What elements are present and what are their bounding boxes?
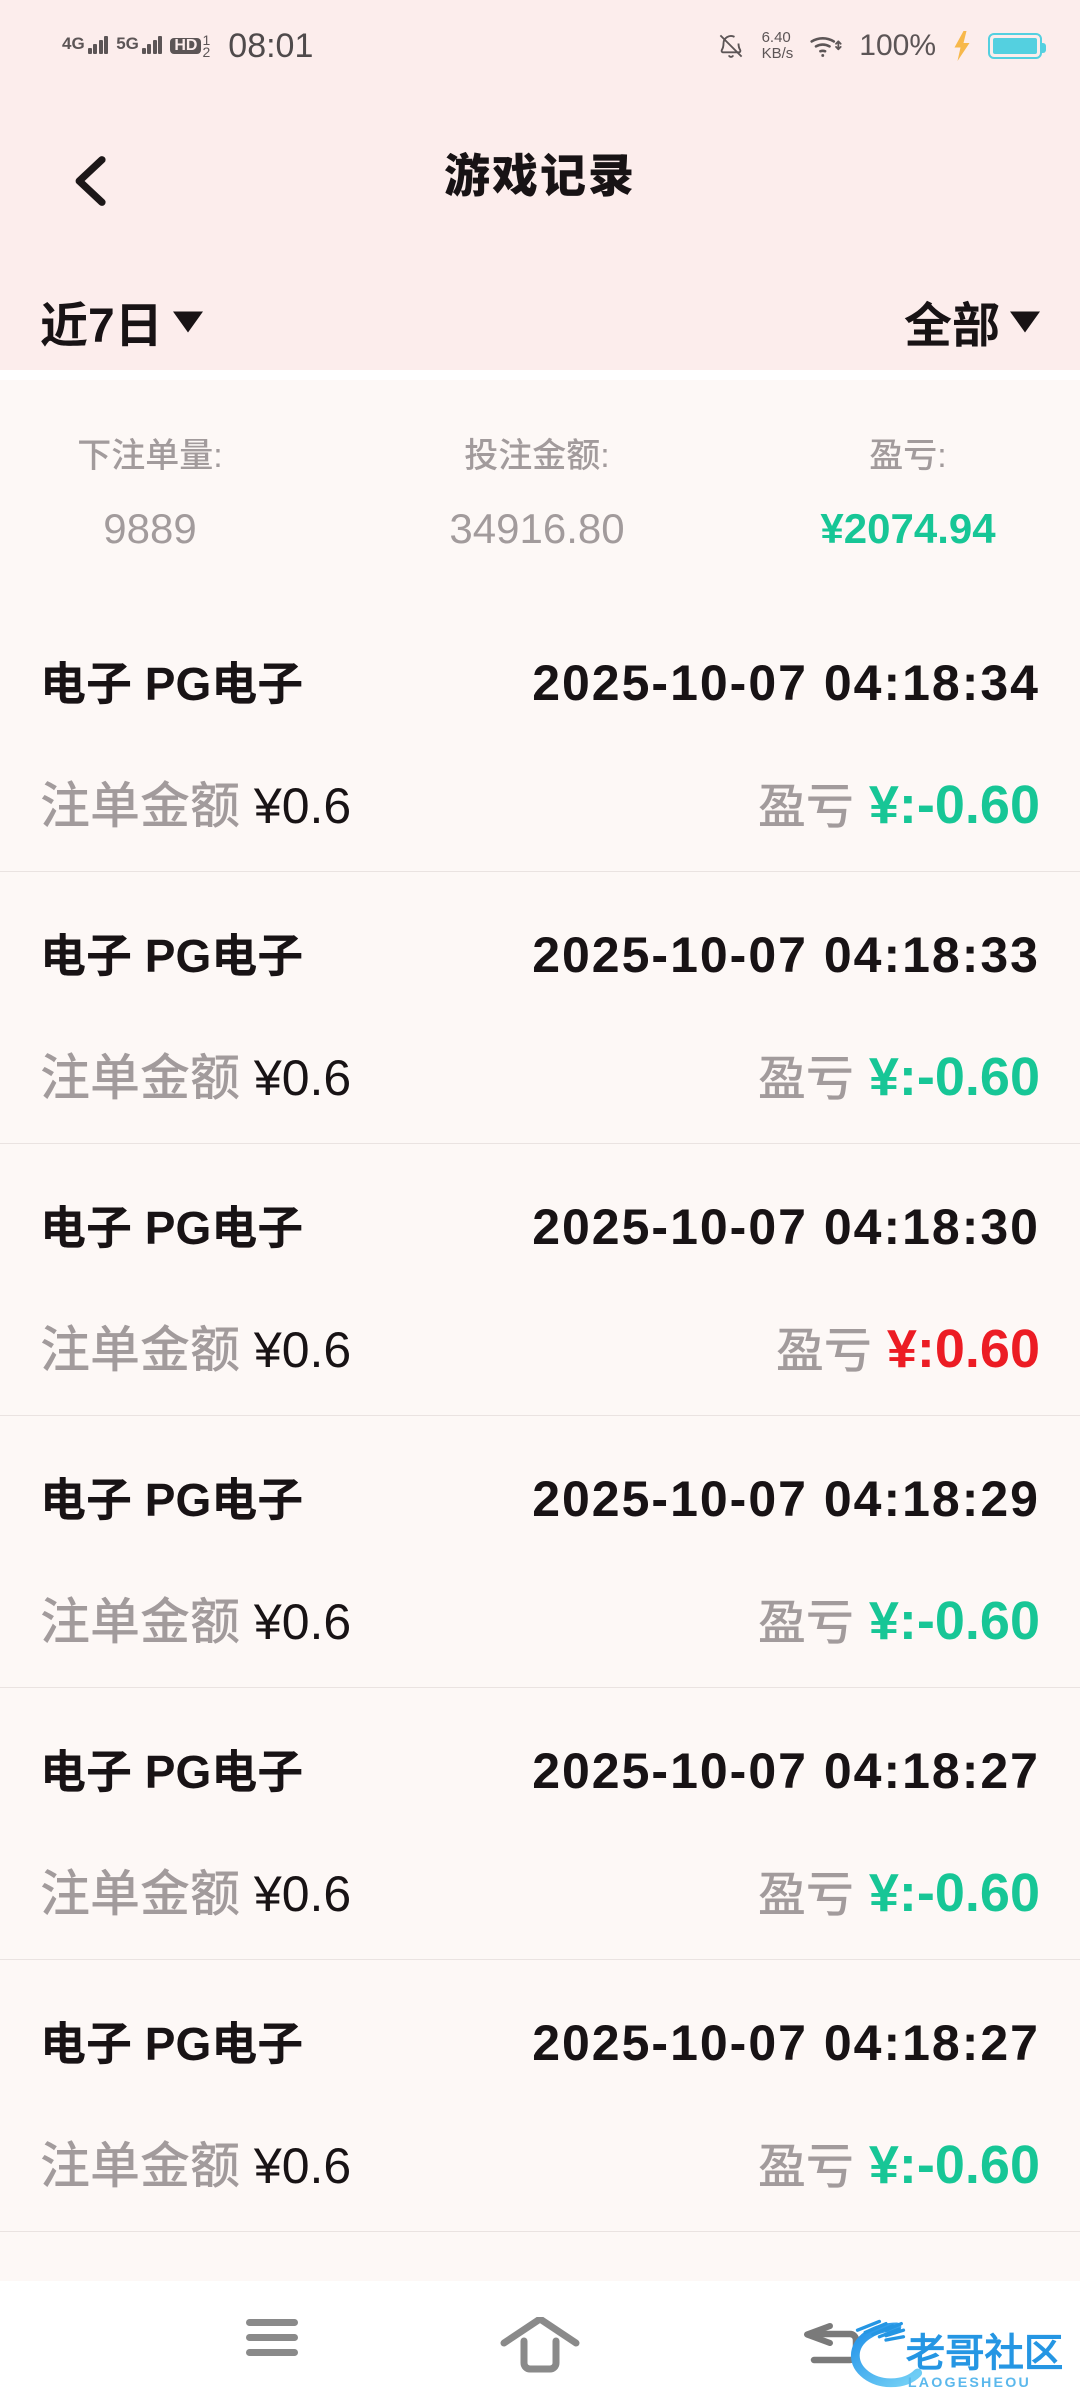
svg-text:LAOGESHEOU: LAOGESHEOU: [908, 2375, 1031, 2391]
svg-text:老哥社区: 老哥社区: [906, 2331, 1064, 2375]
